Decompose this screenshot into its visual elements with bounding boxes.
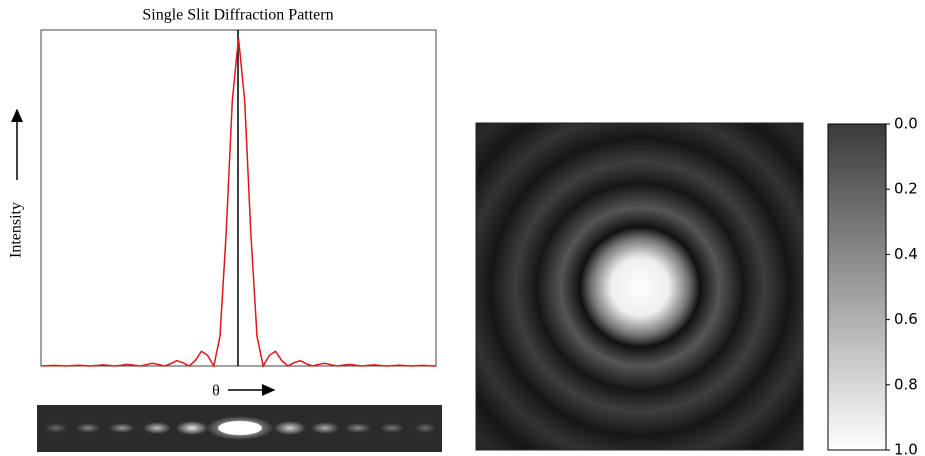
colorbar	[827, 123, 887, 451]
chart-title: Single Slit Diffraction Pattern	[142, 7, 333, 24]
y-tick-label: 0.2	[894, 180, 918, 198]
x-axis-label: θ	[212, 383, 220, 400]
airy-image	[475, 122, 804, 451]
intensity-line	[40, 38, 437, 369]
y-axis-label: Intensity	[8, 202, 25, 258]
y-tick-label: 0.8	[894, 375, 918, 393]
y-tick-label: 1.0	[894, 441, 918, 456]
y-tick-label: 0.0	[894, 115, 918, 133]
y-tick-label: 0.6	[894, 310, 918, 328]
y-tick-label: 0.4	[894, 245, 918, 263]
slit-strip	[37, 405, 442, 452]
